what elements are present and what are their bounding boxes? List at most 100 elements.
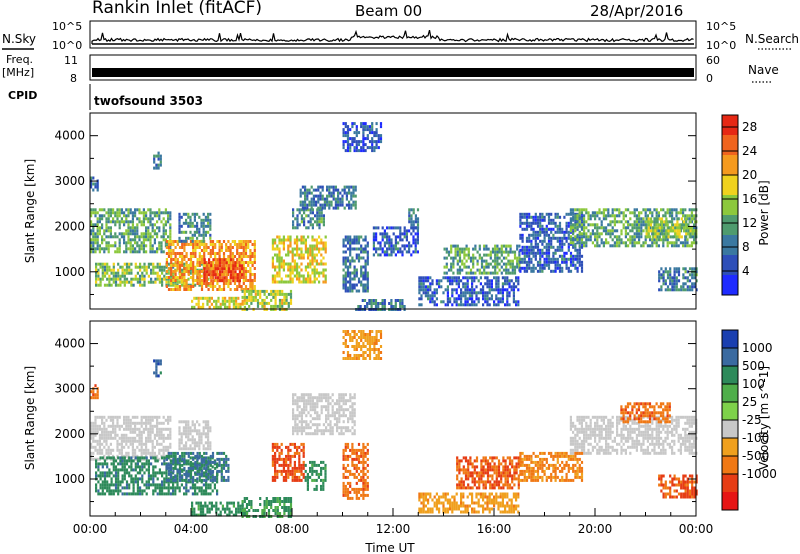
data-cell [112,220,115,224]
data-cell [317,194,320,198]
data-cell [90,214,93,218]
data-cell [344,134,347,138]
data-cell [611,430,614,434]
data-cell [327,405,330,409]
data-cell [125,280,129,284]
data-cell [145,250,148,254]
data-cell [635,235,638,239]
data-cell [223,276,226,280]
data-cell [204,233,207,237]
data-cell [539,230,542,234]
data-cell [180,283,183,287]
data-cell [311,402,314,406]
data-cell [499,291,502,295]
data-cell [164,223,167,227]
data-cell [390,253,393,257]
data-cell [129,244,132,248]
data-cell [674,226,677,230]
data-cell [92,226,95,230]
data-cell [338,399,341,403]
data-cell [532,245,535,249]
data-cell [291,277,294,281]
data-cell [94,418,97,422]
data-cell [602,436,605,440]
data-cell [134,214,137,218]
data-cell [298,265,301,269]
data-cell [235,302,238,306]
data-cell [139,265,142,269]
data-cell [349,274,352,278]
data-cell [231,240,234,243]
data-cell [274,247,277,251]
data-cell [289,295,293,299]
data-cell [274,274,277,278]
data-cell [576,220,579,224]
data-cell [310,185,313,189]
data-cell [134,415,137,419]
data-cell [684,282,687,286]
data-cell [322,223,325,227]
data-cell [528,212,531,216]
data-cell [362,256,365,260]
data-cell [311,238,314,242]
data-cell [125,415,128,419]
data-cell [399,238,402,242]
data-cell [372,253,375,257]
data-cell [455,282,458,286]
data-cell [200,285,204,288]
data-cell [138,235,141,239]
data-cell [114,271,118,275]
date-title: 28/Apr/2016 [590,2,683,20]
data-cell [399,302,402,305]
data-cell [191,441,194,445]
data-cell [305,426,308,430]
data-cell [574,248,577,252]
data-cell [198,240,201,243]
data-cell [534,266,537,270]
data-cell [500,259,503,263]
data-cell [241,299,244,303]
data-cell [583,433,586,437]
data-cell [251,285,254,288]
data-cell [164,220,167,224]
data-cell [644,241,647,245]
data-cell [401,253,404,257]
data-cell [638,214,641,218]
data-cell [506,279,509,283]
data-cell [301,203,304,207]
data-cell [609,445,612,449]
data-cell [307,271,310,275]
data-cell [647,217,650,221]
data-cell [136,223,139,227]
data-cell [204,420,207,424]
data-cell [304,200,307,204]
data-cell [346,265,350,269]
data-cell [638,229,641,233]
data-cell [496,247,499,251]
data-cell [210,296,213,300]
data-cell [207,221,210,225]
data-cell [572,244,575,248]
data-cell [156,427,159,431]
data-cell [501,297,504,301]
data-cell [222,285,226,288]
data-cell [618,214,621,218]
data-cell [294,423,297,427]
data-cell [495,276,498,280]
data-cell [569,211,572,215]
data-cell [287,304,290,308]
data-cell [98,244,101,248]
data-cell [596,244,599,248]
data-cell [185,255,188,258]
data-cell [638,217,641,221]
data-cell [324,244,327,248]
data-cell [349,286,352,290]
data-cell [283,295,286,299]
data-cell [136,232,139,236]
data-cell [519,260,522,264]
data-cell [366,271,369,275]
data-cell [131,232,134,236]
data-cell [116,448,119,452]
data-cell [233,279,237,282]
data-cell [513,253,517,257]
